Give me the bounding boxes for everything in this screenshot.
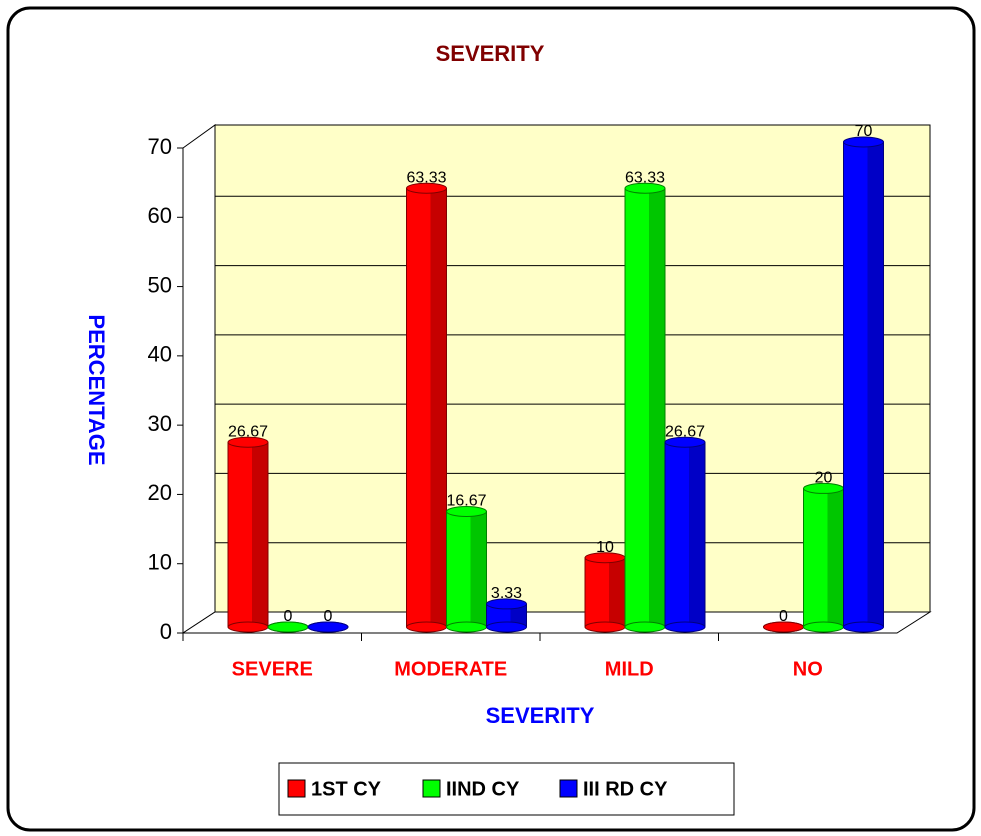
x-tick-label: NO [793, 658, 823, 680]
data-label: 3.33 [491, 585, 522, 602]
legend-label: 1ST CY [311, 778, 382, 800]
side-wall [182, 124, 216, 634]
bar [803, 482, 844, 633]
legend [278, 762, 735, 816]
y-tick-label: 60 [148, 203, 172, 228]
legend-swatch [422, 779, 441, 798]
data-label: 0 [779, 608, 788, 625]
x-axis-title: SEVERITY [486, 703, 595, 728]
x-tick-label: MODERATE [394, 658, 507, 680]
legend-swatch [559, 779, 578, 798]
data-label: 70 [855, 123, 873, 140]
legend-label: IIND CY [446, 778, 520, 800]
data-label: 20 [815, 470, 833, 487]
bar [584, 552, 626, 633]
data-label: 10 [596, 539, 614, 556]
bar [763, 621, 804, 633]
bar [843, 136, 884, 633]
data-label: 16.67 [446, 493, 486, 510]
y-tick-label: 70 [148, 134, 172, 159]
y-tick-label: 20 [148, 480, 172, 505]
data-label: 0 [284, 608, 293, 625]
chart-title: SEVERITY [436, 41, 545, 66]
y-tick-label: 30 [148, 411, 172, 436]
data-label: 26.67 [665, 423, 705, 440]
y-tick-label: 10 [148, 550, 172, 575]
y-tick-label: 40 [148, 342, 172, 367]
data-label: 63.33 [406, 169, 446, 186]
y-tick-label: 50 [148, 272, 172, 297]
bar [624, 182, 666, 633]
data-label: 0 [324, 608, 333, 625]
bar [406, 182, 447, 633]
x-tick-label: MILD [605, 658, 654, 680]
data-label: 63.33 [625, 169, 665, 186]
bar [227, 436, 269, 633]
bar [446, 506, 487, 633]
data-label: 26.67 [228, 423, 268, 440]
bar [307, 621, 349, 633]
legend-swatch [287, 779, 306, 798]
legend-label: III RD CY [583, 778, 668, 800]
bar [664, 436, 706, 633]
y-axis-title: PERCENTAGE [84, 314, 109, 465]
x-tick-label: SEVERE [232, 658, 313, 680]
bar [486, 598, 527, 633]
y-tick-label: 0 [160, 619, 172, 644]
bar [267, 621, 309, 633]
